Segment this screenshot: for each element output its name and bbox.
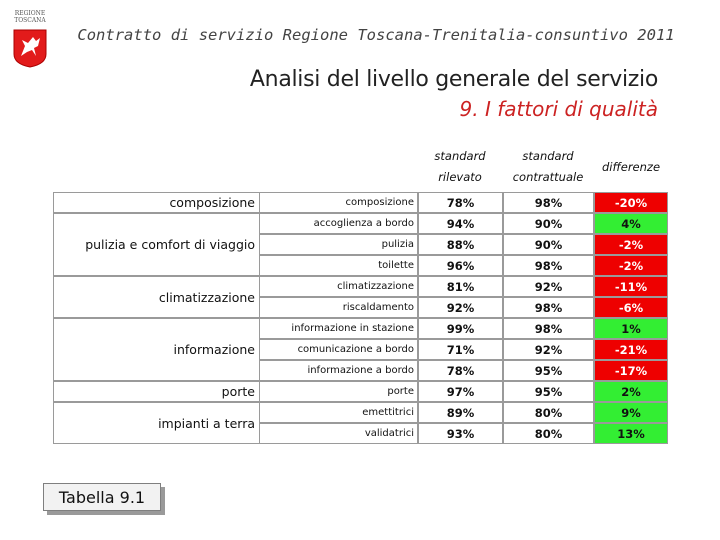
value-differenza: -17%: [594, 360, 668, 381]
value-contrattuale: 95%: [503, 360, 594, 381]
category-impianti-a-terra: impianti a terra: [53, 402, 259, 444]
value-rilevato: 96%: [418, 255, 503, 276]
category-climatizzazione: climatizzazione: [53, 276, 259, 318]
quality-factors-table: composizione pulizia e comfort di viaggi…: [53, 192, 668, 444]
value-rilevato: 99%: [418, 318, 503, 339]
value-contrattuale: 98%: [503, 297, 594, 318]
sub-factor-label: validatrici: [259, 423, 418, 444]
value-rilevato: 88%: [418, 234, 503, 255]
page-subtitle: 9. I fattori di qualità: [459, 97, 659, 121]
table-caption: Tabella 9.1: [43, 483, 161, 511]
sub-factor-label: comunicazione a bordo: [259, 339, 418, 360]
sub-factor-label: informazione a bordo: [259, 360, 418, 381]
sub-factor-label: toilette: [259, 255, 418, 276]
column-header-differenze: differenze: [601, 160, 661, 174]
category-pulizia: pulizia e comfort di viaggio: [53, 213, 259, 276]
value-contrattuale: 90%: [503, 234, 594, 255]
value-contrattuale: 90%: [503, 213, 594, 234]
header-title: Contratto di servizio Regione Toscana-Tr…: [77, 26, 675, 44]
sub-factor-label: porte: [259, 381, 418, 402]
value-differenza: -2%: [594, 234, 668, 255]
pegasus-emblem-icon: [13, 29, 47, 68]
sub-factor-label: riscaldamento: [259, 297, 418, 318]
column-header-contrattuale: standard contrattuale: [512, 149, 584, 184]
sub-factor-label: climatizzazione: [259, 276, 418, 297]
column-header-rilevato: standard rilevato: [434, 149, 486, 184]
sub-factor-label: composizione: [259, 192, 418, 213]
value-differenza: 9%: [594, 402, 668, 423]
value-differenza: -21%: [594, 339, 668, 360]
value-rilevato: 71%: [418, 339, 503, 360]
value-rilevato: 92%: [418, 297, 503, 318]
value-contrattuale: 98%: [503, 318, 594, 339]
value-contrattuale: 92%: [503, 276, 594, 297]
value-rilevato: 78%: [418, 192, 503, 213]
value-contrattuale: 98%: [503, 192, 594, 213]
category-porte: porte: [53, 381, 259, 402]
value-differenza: 2%: [594, 381, 668, 402]
logo-text-line2: TOSCANA: [14, 17, 46, 24]
value-differenza: 4%: [594, 213, 668, 234]
sub-factor-label: accoglienza a bordo: [259, 213, 418, 234]
page-title: Analisi del livello generale del servizi…: [249, 67, 658, 92]
logo-text-line1: REGIONE: [14, 10, 46, 17]
value-differenza: -2%: [594, 255, 668, 276]
value-rilevato: 93%: [418, 423, 503, 444]
value-contrattuale: 95%: [503, 381, 594, 402]
value-differenza: -20%: [594, 192, 668, 213]
value-differenza: 13%: [594, 423, 668, 444]
sub-factor-label: emettitrici: [259, 402, 418, 423]
value-differenza: 1%: [594, 318, 668, 339]
value-rilevato: 78%: [418, 360, 503, 381]
value-contrattuale: 98%: [503, 255, 594, 276]
category-informazione: informazione: [53, 318, 259, 381]
value-rilevato: 81%: [418, 276, 503, 297]
value-rilevato: 89%: [418, 402, 503, 423]
value-differenza: -6%: [594, 297, 668, 318]
value-contrattuale: 92%: [503, 339, 594, 360]
sub-factor-label: informazione in stazione: [259, 318, 418, 339]
value-contrattuale: 80%: [503, 402, 594, 423]
regione-toscana-logo: REGIONE TOSCANA: [10, 10, 50, 70]
value-contrattuale: 80%: [503, 423, 594, 444]
sub-factor-label: pulizia: [259, 234, 418, 255]
value-rilevato: 97%: [418, 381, 503, 402]
value-rilevato: 94%: [418, 213, 503, 234]
value-differenza: -11%: [594, 276, 668, 297]
category-composizione: composizione: [53, 192, 259, 213]
